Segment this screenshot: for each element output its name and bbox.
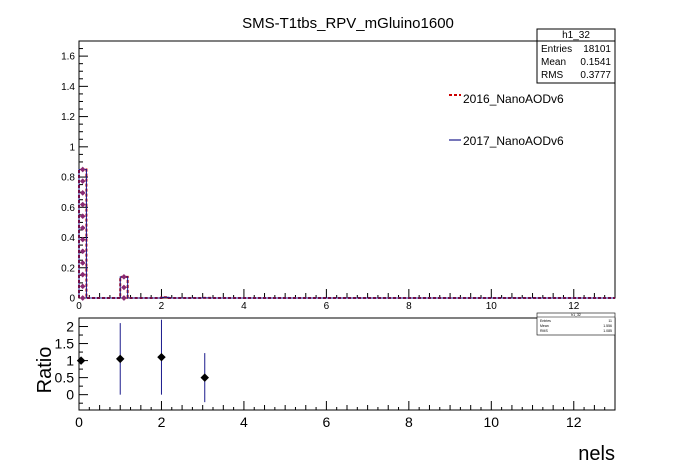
x-tick-label: 0 <box>76 301 82 312</box>
ratio-x-tick-label: 2 <box>158 414 166 430</box>
stats-name: h1_32 <box>562 30 590 41</box>
y-tick-label: 0.8 <box>61 173 75 184</box>
x-tick-label: 6 <box>324 301 330 312</box>
bin-marker <box>79 283 86 290</box>
stats-value-entries: 18101 <box>583 44 611 55</box>
ratio-stats-value-mean: 1.556 <box>603 324 612 328</box>
main-plot-frame <box>78 40 616 299</box>
ratio-y-axis-label: Ratio <box>34 347 56 394</box>
bin-marker <box>79 236 86 243</box>
x-tick-label: 10 <box>486 301 498 312</box>
bin-marker <box>121 295 127 301</box>
y-tick-label: 1.2 <box>61 112 75 123</box>
ratio-point <box>76 356 86 365</box>
ratio-y-tick-label: 2 <box>66 319 74 335</box>
x-tick-label: 12 <box>568 301 580 312</box>
series-2016-line <box>78 168 615 299</box>
x-tick-label: 4 <box>241 301 247 312</box>
bin-marker <box>79 213 86 220</box>
ratio-y-tick-label: 0.5 <box>55 370 75 386</box>
stats-box-ratio: h1_32 Entries 11 Mean 1.556 RMS 1.085 <box>536 312 616 336</box>
y-tick-label: 0.2 <box>61 263 75 274</box>
bin-marker <box>79 201 86 208</box>
bin-marker <box>79 190 86 196</box>
bin-marker <box>79 225 86 231</box>
bin-marker <box>79 260 86 266</box>
ratio-y-tick-label: 1.5 <box>55 336 75 352</box>
ratio-point <box>200 373 209 382</box>
main-axes: 0 2 4 6 8 10 12 0 0.2 0.4 0.6 0.8 1 1.2 1.4 1.6 <box>61 40 616 312</box>
y-tick-label: 0.6 <box>61 203 75 214</box>
chart-title: SMS-T1tbs_RPV_mGluino1600 <box>242 15 454 32</box>
ratio-plot-frame <box>78 317 616 411</box>
ratio-point <box>115 354 125 364</box>
y-tick-label: 1 <box>69 142 75 153</box>
legend-label-2017: 2017_NanoAODv6 <box>463 134 564 148</box>
series-2017-line <box>78 169 615 299</box>
ratio-stats-value-entries: 11 <box>608 319 612 323</box>
legend-label-2016: 2016_NanoAODv6 <box>463 92 564 106</box>
ratio-series <box>76 319 209 403</box>
y-tick-label: 1.4 <box>61 82 75 93</box>
x-axis-label: nels <box>578 443 615 465</box>
bin-marker <box>79 178 86 185</box>
ratio-stats-label-entries: Entries <box>540 319 551 323</box>
bin-marker <box>79 295 86 301</box>
ratio-stats-name: h1_32 <box>571 313 581 317</box>
stats-label-rms: RMS <box>541 70 564 81</box>
ratio-x-tick-label: 6 <box>322 414 330 430</box>
y-tick-label: 1.6 <box>61 52 75 63</box>
x-tick-label: 2 <box>159 301 165 312</box>
bin-marker <box>121 284 127 291</box>
ratio-x-tick-label: 4 <box>240 414 248 430</box>
ratio-x-tick-label: 8 <box>405 414 413 430</box>
ratio-y-tick-label: 1 <box>66 353 74 369</box>
ratio-stats-value-rms: 1.085 <box>603 329 612 333</box>
bin-marker <box>79 248 86 255</box>
stats-value-rms: 0.3777 <box>580 70 611 81</box>
ratio-x-tick-label: 12 <box>566 414 582 430</box>
stats-label-mean: Mean <box>541 57 566 68</box>
stats-label-entries: Entries <box>541 44 572 55</box>
ratio-x-tick-label: 10 <box>484 414 500 430</box>
legend: 2016_NanoAODv6 2017_NanoAODv6 <box>449 92 564 148</box>
main-series <box>78 166 615 301</box>
bin-marker <box>121 274 127 280</box>
ratio-x-tick-label: 0 <box>75 414 83 430</box>
bin-marker <box>79 166 86 173</box>
ratio-y-tick-label: 0 <box>66 387 74 403</box>
y-tick-label: 0.4 <box>61 233 75 244</box>
x-tick-label: 8 <box>406 301 412 312</box>
bin-marker <box>79 271 86 278</box>
ratio-stats-label-mean: Mean <box>540 324 549 328</box>
y-tick-label: 0 <box>69 294 75 305</box>
stats-box-main: h1_32 Entries 18101 Mean 0.1541 RMS 0.37… <box>536 28 616 84</box>
ratio-point <box>157 352 166 362</box>
ratio-stats-label-rms: RMS <box>540 329 548 333</box>
stats-value-mean: 0.1541 <box>580 57 611 68</box>
